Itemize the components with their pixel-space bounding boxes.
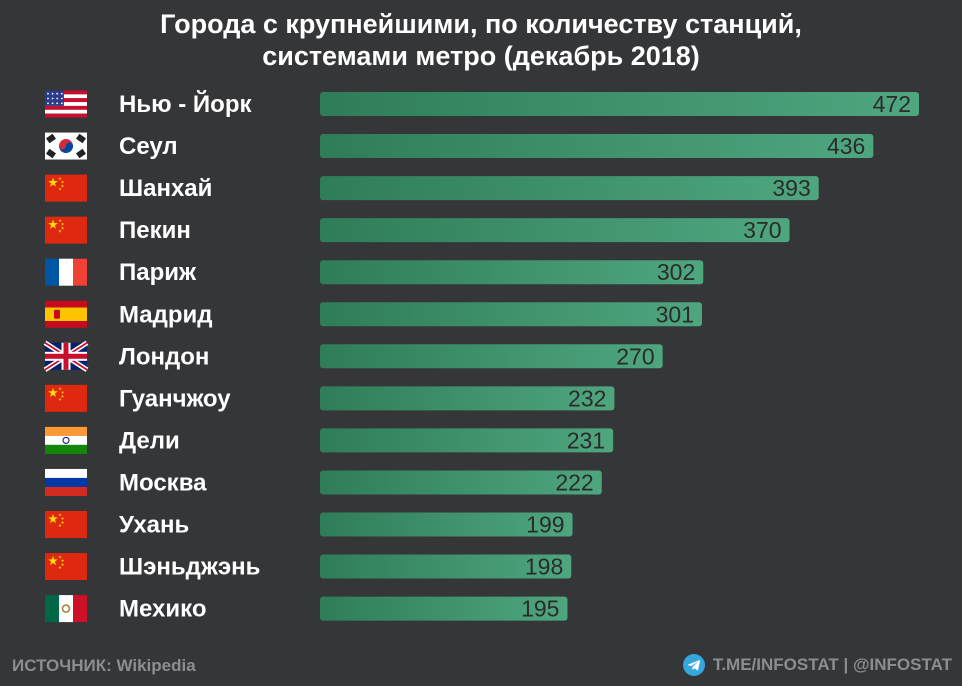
bar	[320, 554, 572, 579]
value-label: 232	[568, 385, 606, 411]
value-label: 199	[526, 512, 564, 538]
category-label: Сеул	[119, 133, 178, 160]
telegram-icon	[682, 654, 705, 676]
value-label: 472	[873, 91, 911, 117]
bar-row: Мехико 195	[45, 595, 568, 623]
source-note: ИСТОЧНИК: Wikipedia	[12, 656, 196, 676]
bar-row: Шанхай 393	[45, 174, 819, 202]
bar-row: Пекин 370	[45, 216, 790, 244]
bar	[320, 470, 602, 495]
category-label: Лондон	[119, 343, 209, 370]
channel-handle: T.ME/INFOSTAT | @INFOSTAT	[682, 654, 952, 676]
category-label: Шэньджэнь	[119, 554, 260, 581]
bar-row: Москва 222	[45, 468, 602, 496]
bar	[320, 302, 702, 327]
category-label: Дели	[119, 427, 180, 454]
bar-row: Нью - Йорк 472	[45, 90, 919, 118]
france-flag-icon	[45, 258, 87, 286]
category-label: Пекин	[119, 217, 191, 244]
value-label: 370	[743, 217, 781, 243]
category-label: Шанхай	[119, 175, 212, 202]
bar	[320, 512, 573, 537]
value-label: 222	[555, 469, 593, 495]
source-label: ИСТОЧНИК:	[12, 656, 112, 675]
value-label: 198	[525, 554, 563, 580]
bar	[320, 386, 615, 411]
value-label: 231	[567, 427, 605, 453]
value-label: 270	[616, 343, 654, 369]
bar	[320, 428, 614, 453]
bar-row: Париж 302	[45, 258, 704, 286]
category-label: Мадрид	[119, 301, 213, 328]
bar-row: Гуанчжоу 232	[45, 384, 615, 412]
bar-row: Сеул 436	[45, 132, 874, 160]
china-flag-icon	[45, 553, 87, 581]
china-flag-icon	[45, 511, 87, 538]
channel-handle-text: T.ME/INFOSTAT | @INFOSTAT	[712, 655, 952, 674]
china-flag-icon	[45, 174, 87, 202]
usa-flag-icon	[45, 90, 87, 118]
spain-flag-icon	[45, 300, 87, 328]
bar-row: Лондон 270	[43, 340, 663, 372]
bar-row: Мадрид 301	[45, 300, 702, 328]
value-label: 436	[827, 133, 865, 159]
russia-flag-icon	[45, 468, 87, 496]
bar	[320, 134, 874, 159]
category-label: Гуанчжоу	[119, 385, 231, 412]
bar-row: Шэньджэнь 198	[45, 553, 572, 581]
bar-row: Ухань 199	[45, 511, 573, 539]
uk-flag-icon	[43, 340, 89, 372]
bar	[320, 596, 568, 621]
category-label: Ухань	[119, 512, 189, 539]
south-korea-flag-icon	[45, 132, 87, 160]
bar	[320, 176, 819, 201]
bar	[320, 344, 663, 369]
category-label: Париж	[119, 259, 197, 286]
bar-row: Дели 231	[45, 426, 614, 454]
chart-title-line-1: Города с крупнейшими, по количеству стан…	[160, 9, 802, 39]
china-flag-icon	[45, 384, 87, 412]
source-value: Wikipedia	[116, 656, 196, 675]
chart-title: Города с крупнейшими, по количеству стан…	[0, 8, 962, 72]
chart-title-line-2: системами метро (декабрь 2018)	[262, 41, 700, 71]
value-label: 195	[521, 596, 559, 622]
category-label: Москва	[119, 469, 207, 496]
value-label: 302	[657, 259, 695, 285]
bar	[320, 92, 919, 116]
mexico-flag-icon	[45, 595, 87, 623]
value-label: 301	[656, 301, 694, 327]
bar	[320, 218, 790, 243]
china-flag-icon	[45, 216, 87, 244]
category-label: Мехико	[119, 596, 206, 623]
value-label: 393	[772, 175, 810, 201]
india-flag-icon	[45, 426, 87, 454]
bar	[320, 260, 704, 285]
category-label: Нью - Йорк	[119, 90, 252, 118]
